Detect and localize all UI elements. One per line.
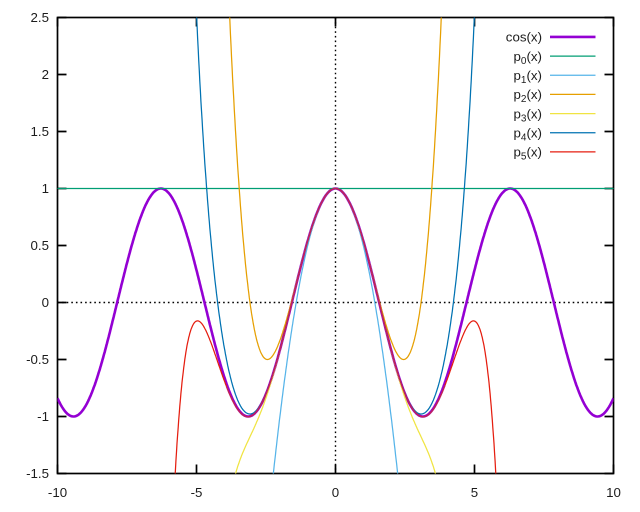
svg-text:p3(x): p3(x) bbox=[514, 106, 542, 124]
svg-text:p4(x): p4(x) bbox=[514, 125, 542, 143]
svg-text:0: 0 bbox=[42, 295, 49, 310]
svg-text:p2(x): p2(x) bbox=[514, 87, 542, 105]
svg-text:p0(x): p0(x) bbox=[514, 49, 542, 67]
svg-text:10: 10 bbox=[606, 485, 621, 500]
svg-text:-1.5: -1.5 bbox=[26, 466, 49, 481]
svg-text:-1: -1 bbox=[37, 409, 49, 424]
svg-text:0: 0 bbox=[332, 485, 339, 500]
svg-text:cos(x): cos(x) bbox=[506, 30, 542, 45]
svg-text:2.5: 2.5 bbox=[31, 10, 50, 25]
svg-text:1: 1 bbox=[42, 181, 49, 196]
svg-text:p1(x): p1(x) bbox=[514, 68, 542, 86]
svg-text:5: 5 bbox=[471, 485, 478, 500]
svg-text:-5: -5 bbox=[191, 485, 203, 500]
svg-text:-0.5: -0.5 bbox=[26, 352, 49, 367]
svg-text:-10: -10 bbox=[48, 485, 67, 500]
svg-text:1.5: 1.5 bbox=[31, 124, 50, 139]
svg-text:p5(x): p5(x) bbox=[514, 145, 542, 163]
svg-text:0.5: 0.5 bbox=[31, 238, 50, 253]
svg-text:2: 2 bbox=[42, 67, 49, 82]
